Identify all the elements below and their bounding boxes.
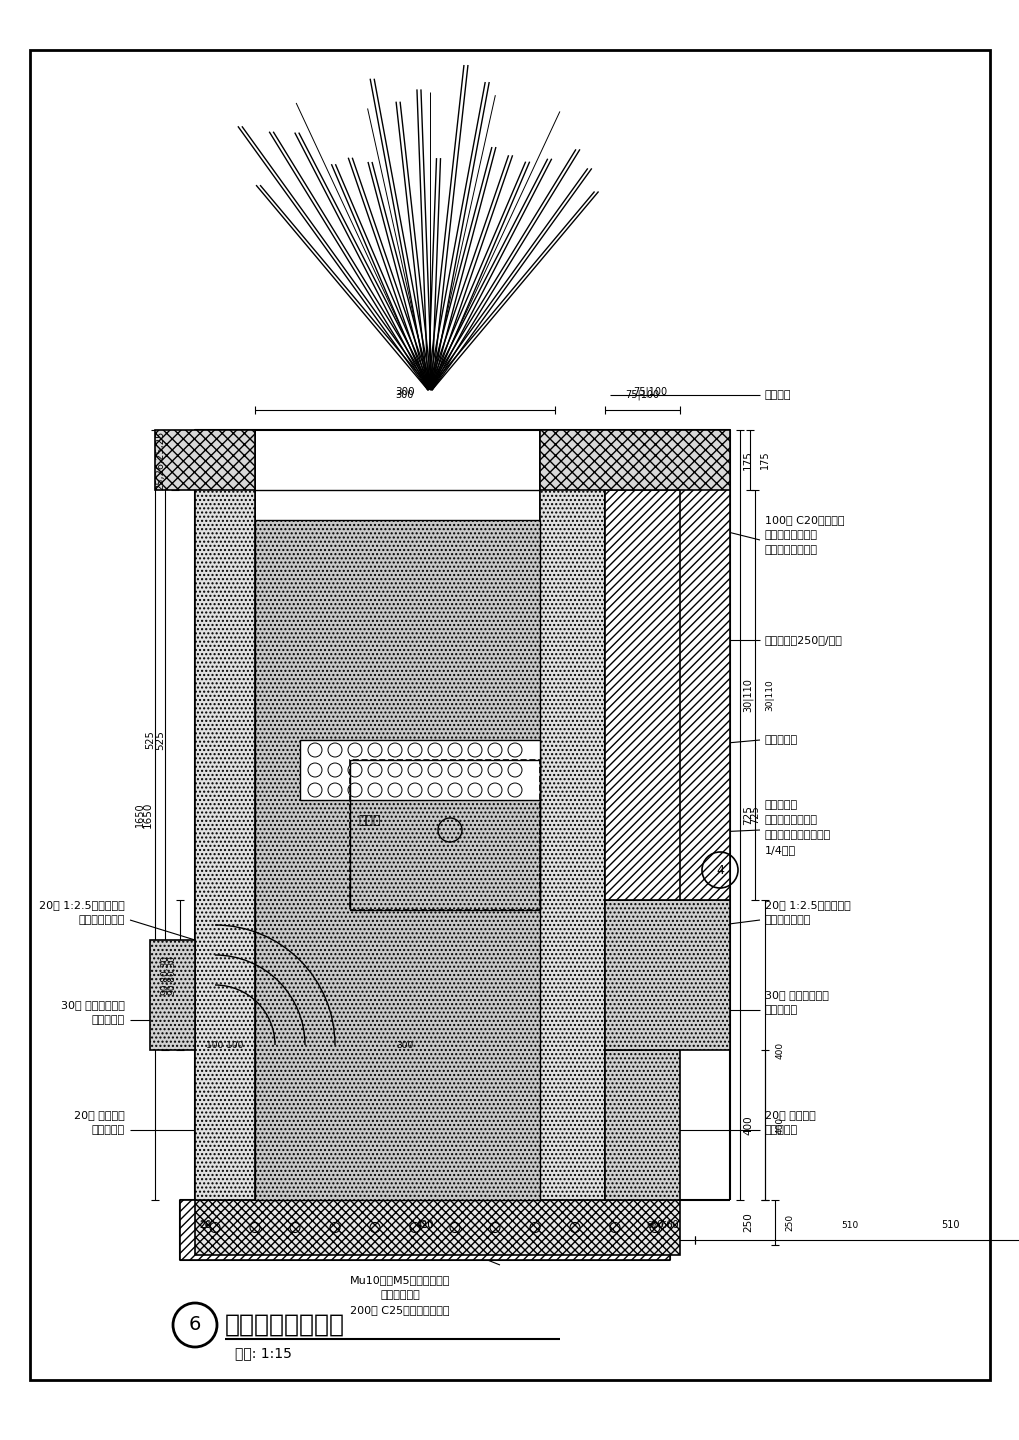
Text: 60 60: 60 60 [650,1220,679,1230]
Text: 725: 725 [749,805,759,824]
Text: 725: 725 [742,805,752,825]
Text: 专业厂商深化设计: 专业厂商深化设计 [764,815,817,825]
Text: 预留排水管: 预留排水管 [764,801,797,809]
Text: 深灰褐色涂料饰面: 深灰褐色涂料饰面 [764,530,817,540]
Text: 300: 300 [395,390,414,400]
Text: 按尺寸切割: 按尺寸切割 [764,1005,797,1015]
Text: 1650: 1650 [143,802,153,828]
Text: 525: 525 [155,730,165,750]
Text: 比例: 1:15: 比例: 1:15 [234,1346,291,1359]
Text: 20厚 1:2.5水泥砂浆层: 20厚 1:2.5水泥砂浆层 [764,900,850,910]
Text: 4: 4 [715,864,723,877]
Bar [604,490,680,900]
Text: 专业厂商深化设计: 专业厂商深化设计 [764,544,817,554]
Text: 异型深绿麻花岗岩镜面: 异型深绿麻花岗岩镜面 [764,829,830,840]
Bar [350,760,539,910]
Text: 6: 6 [189,1316,201,1335]
Text: 1650: 1650 [135,802,145,828]
Text: 20厚 黑麻烧面: 20厚 黑麻烧面 [74,1110,125,1120]
Text: 30厚 异型黑麻镜面: 30厚 异型黑麻镜面 [764,991,828,999]
Text: 420: 420 [416,1220,434,1230]
Bar [539,431,730,490]
Text: 300: 300 [394,387,415,397]
Text: 20厚 1:2.5水泥砂浆层: 20厚 1:2.5水泥砂浆层 [39,900,125,910]
Bar [539,431,604,1200]
Text: 米褐色涂料饰面: 米褐色涂料饰面 [78,914,125,924]
Text: 510: 510 [841,1221,858,1230]
Text: 1/4分割: 1/4分割 [764,845,796,855]
Text: 米褐色涂料饰面: 米褐色涂料饰面 [764,914,810,924]
Bar [255,520,539,1200]
Text: 90,80,30: 90,80,30 [160,955,169,995]
Text: 525: 525 [145,730,155,749]
Text: 300: 300 [396,1041,414,1050]
Text: 30厚 异型黑麻镜面: 30厚 异型黑麻镜面 [61,999,125,1009]
Text: 400: 400 [774,1041,784,1058]
Text: 30|110: 30|110 [742,678,752,711]
Bar [300,740,539,801]
Text: Mu10机砖M5水泥沙浆砌筑: Mu10机砖M5水泥沙浆砌筑 [350,1274,449,1284]
Text: 75|100: 75|100 [633,387,666,397]
Text: 20: 20 [199,1221,211,1230]
Text: 25,26,25,25: 25,26,25,25 [155,431,165,490]
Bar [350,760,539,910]
Text: 90,80,30: 90,80,30 [167,955,176,995]
Text: 75|100: 75|100 [625,390,659,400]
Text: 100厚 C20素混凝土: 100厚 C20素混凝土 [764,516,844,526]
Text: 阻土无纺布250克/平米: 阻土无纺布250克/平米 [764,635,842,645]
Text: 250: 250 [742,1212,752,1233]
Text: 420: 420 [416,1221,433,1230]
Bar [604,431,730,900]
Text: 30|110: 30|110 [764,680,773,711]
Text: 指定植物: 指定植物 [764,390,791,400]
Text: 碎石反滤层: 碎石反滤层 [764,734,797,744]
Bar [195,431,255,1200]
Text: 510: 510 [940,1220,958,1230]
Text: 特色花盆剖立面图: 特色花盆剖立面图 [225,1313,344,1336]
Text: 175: 175 [742,451,752,469]
Bar [604,900,730,1050]
Text: 20: 20 [199,1220,211,1230]
Text: 25,26,25,25: 25,26,25,25 [155,435,164,485]
Text: 175: 175 [759,451,769,469]
Bar [195,431,255,1200]
Text: 按尺寸切割: 按尺寸切割 [764,1125,797,1135]
Bar [155,431,255,490]
Text: 400: 400 [742,1115,752,1135]
Text: 100 100: 100 100 [206,1041,244,1050]
Text: 250: 250 [785,1214,794,1231]
Text: 种植土: 种植土 [359,814,381,827]
Bar [150,940,195,1050]
Text: 200厚 C25钢筋混凝土池底: 200厚 C25钢筋混凝土池底 [350,1305,449,1315]
Bar [195,1200,680,1256]
Bar [604,1050,680,1200]
Bar [179,1200,669,1260]
Text: 按尺寸切割: 按尺寸切割 [92,1125,125,1135]
Text: 60 60: 60 60 [646,1221,673,1230]
Text: 建筑防水涂料: 建筑防水涂料 [380,1290,420,1300]
Text: 按尺寸切割: 按尺寸切割 [92,1015,125,1025]
Text: 20厚 黑麻烧面: 20厚 黑麻烧面 [764,1110,815,1120]
Text: 400: 400 [774,1116,784,1133]
